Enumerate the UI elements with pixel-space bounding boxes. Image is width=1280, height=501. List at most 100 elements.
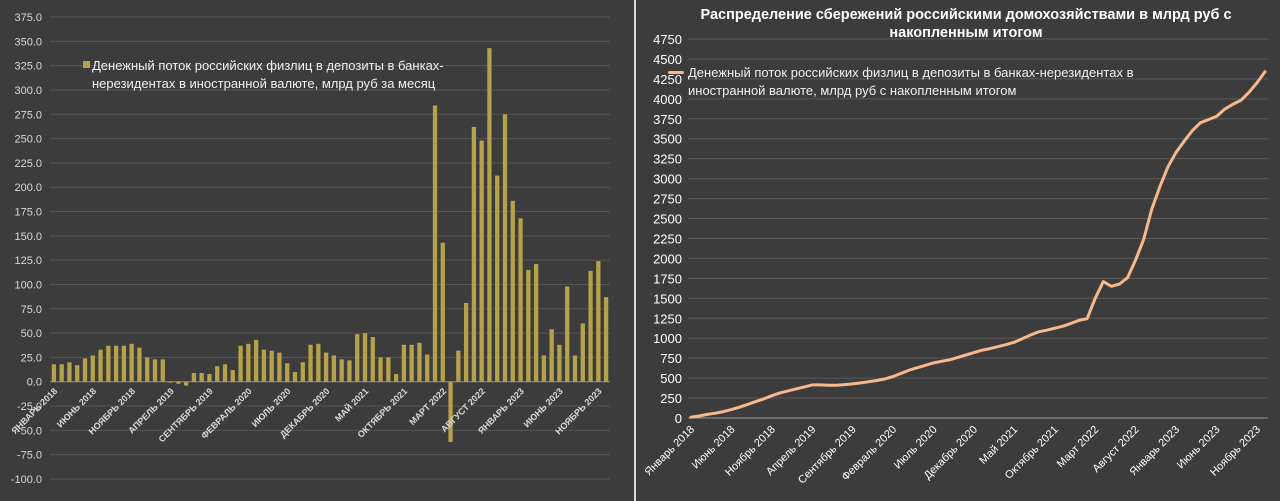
bar bbox=[176, 381, 181, 384]
y-tick-label: 3500 bbox=[653, 132, 682, 147]
bar bbox=[129, 343, 134, 382]
line-point bbox=[827, 384, 830, 387]
y-tick-label: 3250 bbox=[653, 152, 682, 167]
bar bbox=[168, 381, 173, 383]
line-point bbox=[1053, 327, 1056, 330]
line-point bbox=[1191, 129, 1194, 132]
y-tick-label: 1000 bbox=[653, 331, 682, 346]
right-legend: Денежный поток российских физлиц в депоз… bbox=[668, 64, 1188, 100]
bar bbox=[285, 363, 290, 382]
bar bbox=[588, 270, 593, 382]
panel-divider bbox=[634, 0, 636, 501]
line-point bbox=[964, 354, 967, 356]
line-point bbox=[1223, 108, 1226, 111]
y-tick-label: -75.0 bbox=[17, 450, 42, 462]
bar bbox=[331, 355, 337, 382]
bar bbox=[59, 364, 64, 382]
bar bbox=[355, 334, 360, 382]
bar bbox=[277, 352, 282, 382]
x-tick-label: МАРТ 2022 bbox=[407, 386, 448, 427]
bar bbox=[199, 372, 204, 382]
bar bbox=[261, 349, 267, 382]
line-point bbox=[754, 400, 757, 403]
bar bbox=[526, 269, 531, 382]
y-tick-label: 50.0 bbox=[21, 328, 42, 340]
bar bbox=[557, 344, 562, 382]
line-point bbox=[1094, 297, 1097, 300]
cumulative-chart: 0 250 500 750 1000 1250 1500 1750 2000 2250 2500 27… bbox=[643, 32, 1268, 486]
bar bbox=[565, 286, 570, 382]
line-point bbox=[908, 369, 911, 372]
line-point bbox=[940, 360, 943, 363]
bar bbox=[425, 354, 430, 382]
y-tick-label: 125.0 bbox=[14, 255, 42, 267]
y-tick-label: 2750 bbox=[653, 192, 682, 207]
line-point bbox=[1142, 238, 1145, 241]
bar bbox=[191, 372, 197, 382]
bar bbox=[463, 302, 469, 382]
bar bbox=[98, 349, 103, 382]
line-point bbox=[956, 356, 959, 359]
bar bbox=[370, 336, 375, 382]
line-point bbox=[1086, 317, 1089, 320]
line-point bbox=[1070, 322, 1072, 325]
x-tick-label: ИЮНЬ 2023 bbox=[522, 386, 565, 429]
y-tick-label: 100.0 bbox=[14, 279, 42, 291]
bar bbox=[230, 370, 235, 382]
y-tick-label: 500 bbox=[660, 371, 682, 386]
line-point bbox=[1118, 283, 1121, 285]
line-point bbox=[1029, 334, 1032, 336]
cumulative-chart-panel: 0 250 500 750 1000 1250 1500 1750 2000 2250 2500 27… bbox=[636, 0, 1280, 501]
line-point bbox=[1061, 325, 1064, 328]
bar bbox=[113, 345, 119, 382]
y-tick-label: 225.0 bbox=[14, 158, 42, 170]
line-point bbox=[1167, 165, 1169, 168]
line-point bbox=[973, 351, 975, 354]
line-point bbox=[787, 389, 789, 392]
bar bbox=[417, 342, 422, 382]
bar bbox=[580, 323, 585, 382]
y-tick-label: -100.0 bbox=[11, 474, 42, 486]
line-point bbox=[981, 349, 983, 352]
bar bbox=[316, 343, 321, 382]
y-tick-label: 325.0 bbox=[14, 61, 42, 73]
line-point bbox=[859, 381, 862, 384]
line-point bbox=[1256, 81, 1258, 84]
bar bbox=[378, 357, 383, 382]
y-tick-label: 3000 bbox=[653, 172, 682, 187]
legend-bar-swatch bbox=[83, 61, 90, 68]
bar bbox=[145, 357, 150, 382]
y-tick-label: 4750 bbox=[653, 32, 682, 47]
line-point bbox=[714, 412, 717, 415]
bar bbox=[603, 297, 609, 382]
line-point bbox=[884, 378, 886, 380]
y-tick-label: 0 bbox=[675, 411, 682, 426]
line-point bbox=[1005, 343, 1008, 346]
line-point bbox=[1021, 337, 1024, 340]
y-tick-label: 175.0 bbox=[14, 207, 42, 219]
bar bbox=[160, 359, 165, 382]
bar bbox=[238, 345, 243, 382]
line-point bbox=[762, 397, 765, 400]
bar bbox=[495, 175, 500, 382]
y-tick-label: 75.0 bbox=[21, 304, 42, 316]
y-tick-label: 375.0 bbox=[14, 12, 42, 24]
y-tick-label: 2000 bbox=[653, 251, 682, 266]
y-tick-label: -50.0 bbox=[17, 425, 42, 437]
line-point bbox=[1239, 99, 1242, 102]
y-tick-label: 750 bbox=[660, 351, 682, 366]
line-point bbox=[795, 387, 797, 390]
line-point bbox=[1183, 140, 1186, 143]
line-point bbox=[1126, 276, 1129, 279]
bar bbox=[269, 350, 274, 382]
line-point bbox=[698, 415, 700, 417]
y-tick-label: 1500 bbox=[653, 291, 682, 306]
line-point bbox=[916, 366, 919, 369]
line-point bbox=[1037, 330, 1040, 333]
line-point bbox=[932, 362, 935, 364]
bar bbox=[471, 126, 477, 382]
line-point bbox=[997, 345, 1000, 348]
y-tick-label: 275.0 bbox=[14, 109, 42, 121]
line-point bbox=[867, 380, 870, 383]
line-point bbox=[843, 383, 846, 386]
